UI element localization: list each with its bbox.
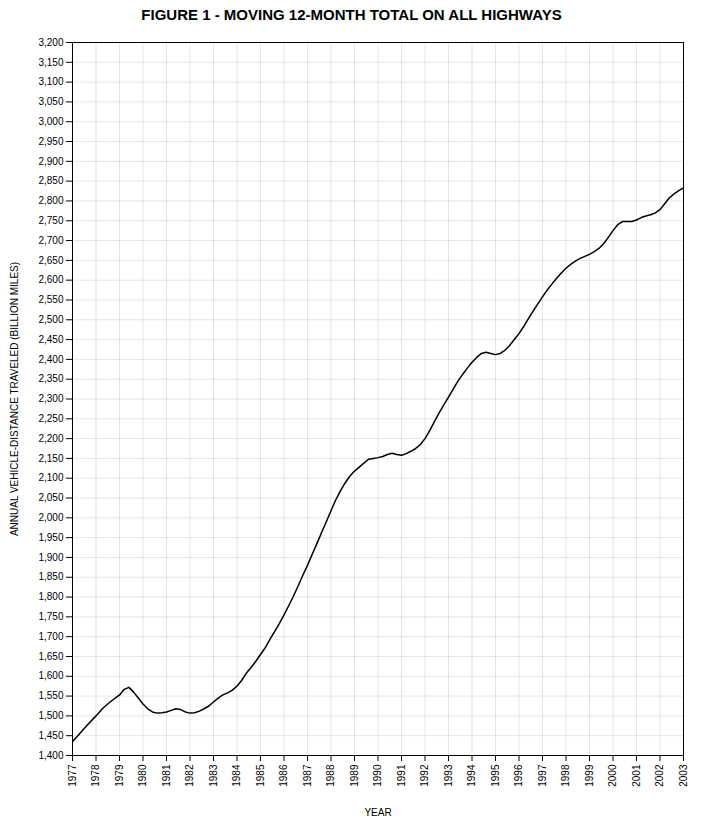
- svg-text:1,650: 1,650: [38, 651, 63, 662]
- svg-text:3,000: 3,000: [38, 116, 63, 127]
- svg-text:2,350: 2,350: [38, 373, 63, 384]
- svg-text:1980: 1980: [137, 764, 148, 787]
- svg-text:1983: 1983: [208, 764, 219, 787]
- svg-text:2003: 2003: [678, 764, 689, 787]
- svg-text:2,850: 2,850: [38, 175, 63, 186]
- svg-text:1996: 1996: [513, 764, 524, 787]
- svg-text:2,800: 2,800: [38, 195, 63, 206]
- svg-text:1978: 1978: [90, 764, 101, 787]
- svg-text:2,100: 2,100: [38, 472, 63, 483]
- svg-text:2000: 2000: [607, 764, 618, 787]
- svg-text:1977: 1977: [67, 764, 78, 787]
- svg-text:1,600: 1,600: [38, 670, 63, 681]
- svg-text:2,900: 2,900: [38, 156, 63, 167]
- svg-text:1,850: 1,850: [38, 571, 63, 582]
- svg-text:1994: 1994: [466, 764, 477, 787]
- svg-text:3,100: 3,100: [38, 76, 63, 87]
- svg-text:3,050: 3,050: [38, 96, 63, 107]
- svg-text:2,050: 2,050: [38, 492, 63, 503]
- svg-text:3,200: 3,200: [38, 37, 63, 48]
- svg-text:2,200: 2,200: [38, 433, 63, 444]
- svg-text:1990: 1990: [372, 764, 383, 787]
- svg-text:1988: 1988: [325, 764, 336, 787]
- svg-text:1989: 1989: [349, 764, 360, 787]
- svg-text:1997: 1997: [537, 764, 548, 787]
- svg-text:2,600: 2,600: [38, 274, 63, 285]
- svg-text:1998: 1998: [560, 764, 571, 787]
- svg-text:2,300: 2,300: [38, 393, 63, 404]
- html-text:FIGURE 1 - MOVING 12-MONTH TOT: FIGURE 1 - MOVING 12-MONTH TOTAL ON ALL …: [141, 6, 562, 23]
- svg-text:ANNUAL VEHICLE-DISTANCE TRAVEL: ANNUAL VEHICLE-DISTANCE TRAVELED (BILLIO…: [9, 262, 20, 536]
- svg-text:3,150: 3,150: [38, 57, 63, 68]
- svg-text:1979: 1979: [114, 764, 125, 787]
- svg-text:1985: 1985: [255, 764, 266, 787]
- svg-text:2,400: 2,400: [38, 354, 63, 365]
- svg-text:2,750: 2,750: [38, 215, 63, 226]
- svg-text:1984: 1984: [231, 764, 242, 787]
- svg-text:2,650: 2,650: [38, 255, 63, 266]
- svg-text:1,400: 1,400: [38, 750, 63, 761]
- svg-text:1991: 1991: [396, 764, 407, 787]
- svg-text:2,250: 2,250: [38, 413, 63, 424]
- svg-text:2,700: 2,700: [38, 235, 63, 246]
- svg-text:2002: 2002: [654, 764, 665, 787]
- svg-text:2,450: 2,450: [38, 334, 63, 345]
- svg-text:1,900: 1,900: [38, 552, 63, 563]
- svg-text:1,800: 1,800: [38, 591, 63, 602]
- svg-text:1993: 1993: [443, 764, 454, 787]
- svg-text:1,450: 1,450: [38, 730, 63, 741]
- svg-text:2,150: 2,150: [38, 453, 63, 464]
- svg-text:1,950: 1,950: [38, 532, 63, 543]
- svg-text:1,750: 1,750: [38, 611, 63, 622]
- svg-text:1992: 1992: [419, 764, 430, 787]
- svg-text:2,950: 2,950: [38, 136, 63, 147]
- svg-text:1,700: 1,700: [38, 631, 63, 642]
- svg-text:2,000: 2,000: [38, 512, 63, 523]
- svg-text:1,550: 1,550: [38, 690, 63, 701]
- svg-text:2,500: 2,500: [38, 314, 63, 325]
- svg-text:1986: 1986: [278, 764, 289, 787]
- svg-text:1982: 1982: [184, 764, 195, 787]
- svg-text:1999: 1999: [584, 764, 595, 787]
- svg-text:2001: 2001: [631, 764, 642, 787]
- svg-text:1995: 1995: [490, 764, 501, 787]
- svg-text:1987: 1987: [302, 764, 313, 787]
- svg-text:2,550: 2,550: [38, 294, 63, 305]
- svg-text:1,500: 1,500: [38, 710, 63, 721]
- svg-text:YEAR: YEAR: [364, 807, 391, 818]
- svg-text:1981: 1981: [161, 764, 172, 787]
